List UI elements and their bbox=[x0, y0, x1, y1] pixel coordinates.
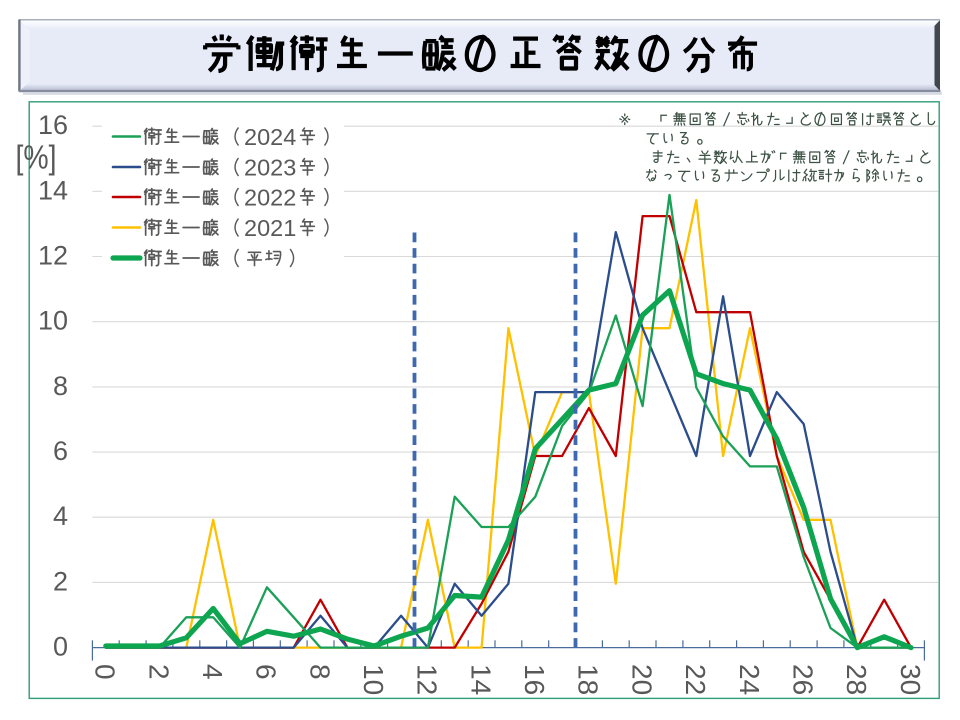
svg-text:14: 14 bbox=[38, 175, 68, 205]
svg-text:0: 0 bbox=[53, 632, 68, 662]
svg-text:2023: 2023 bbox=[244, 154, 296, 180]
svg-text:10: 10 bbox=[358, 664, 389, 695]
svg-text:26: 26 bbox=[788, 664, 819, 695]
svg-text:2022: 2022 bbox=[244, 184, 296, 210]
svg-text:16: 16 bbox=[519, 664, 550, 695]
svg-text:12: 12 bbox=[412, 664, 443, 695]
svg-text:6: 6 bbox=[53, 436, 68, 466]
svg-text:8: 8 bbox=[53, 371, 68, 401]
svg-text:28: 28 bbox=[841, 664, 872, 695]
svg-text:14: 14 bbox=[465, 664, 496, 695]
svg-text:22: 22 bbox=[680, 664, 711, 695]
svg-text:12: 12 bbox=[38, 241, 68, 271]
svg-text:18: 18 bbox=[573, 664, 604, 695]
svg-text:30: 30 bbox=[895, 664, 926, 695]
svg-text:2: 2 bbox=[143, 664, 174, 680]
svg-text:2021: 2021 bbox=[244, 215, 296, 241]
svg-text:8: 8 bbox=[304, 664, 335, 680]
svg-text:4: 4 bbox=[197, 664, 228, 680]
svg-text:2: 2 bbox=[53, 566, 68, 596]
svg-text:16: 16 bbox=[38, 110, 68, 140]
svg-text:[%]: [%] bbox=[16, 139, 57, 176]
svg-text:6: 6 bbox=[251, 664, 282, 680]
svg-text:20: 20 bbox=[626, 664, 657, 695]
svg-text:10: 10 bbox=[38, 306, 68, 336]
svg-text:4: 4 bbox=[53, 501, 68, 531]
svg-text:24: 24 bbox=[734, 664, 765, 695]
svg-text:2024: 2024 bbox=[244, 124, 296, 150]
svg-text:0: 0 bbox=[90, 664, 121, 680]
